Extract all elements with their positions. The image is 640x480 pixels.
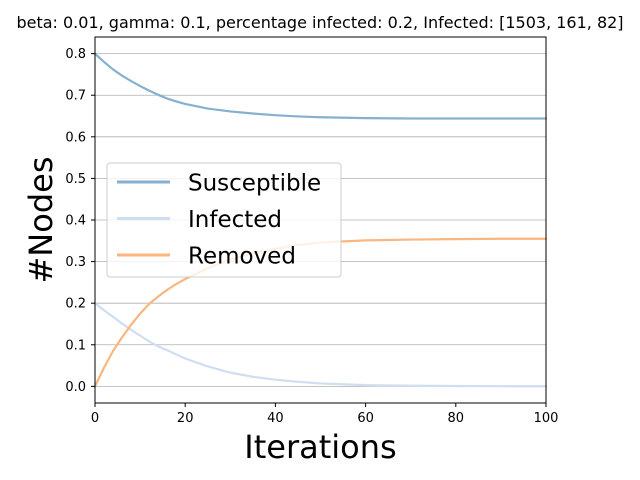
legend-entries: Susceptible Infected Removed <box>117 171 321 270</box>
y-tick-label: 0.6 <box>65 130 86 145</box>
x-tick-label: 0 <box>91 411 99 426</box>
y-tick-label: 0.0 <box>65 380 86 395</box>
chart-title: beta: 0.01, gamma: 0.1, percentage infec… <box>16 13 623 32</box>
x-tick-label: 20 <box>177 411 194 426</box>
legend: Susceptible Infected Removed <box>106 162 342 278</box>
y-tick-label: 0.7 <box>65 89 86 104</box>
x-axis-ticks: 0 20 40 60 80 100 <box>91 403 559 426</box>
y-tick-label: 0.1 <box>65 338 86 353</box>
y-tick-label: 0.5 <box>65 172 86 187</box>
y-tick-label: 0.8 <box>65 47 86 62</box>
x-tick-label: 40 <box>267 411 284 426</box>
legend-box <box>106 162 342 278</box>
y-tick-label: 0.3 <box>65 255 86 270</box>
y-tick-label: 0.2 <box>65 297 86 312</box>
legend-label-susceptible: Susceptible <box>188 171 321 197</box>
y-axis-ticks: 0.0 0.1 0.2 0.3 0.4 0.5 0.6 0.7 0.8 <box>65 47 95 395</box>
y-axis-label: #Nodes <box>22 157 60 284</box>
series-line-susceptible <box>93 52 548 120</box>
x-tick-label: 100 <box>534 411 559 426</box>
series-line-infected <box>93 302 548 388</box>
y-tick-label: 0.4 <box>65 214 86 229</box>
legend-label-infected: Infected <box>188 207 282 233</box>
x-axis-label: Iterations <box>244 428 396 466</box>
x-tick-label: 60 <box>357 411 374 426</box>
legend-label-removed: Removed <box>188 244 296 270</box>
x-tick-label: 80 <box>448 411 465 426</box>
